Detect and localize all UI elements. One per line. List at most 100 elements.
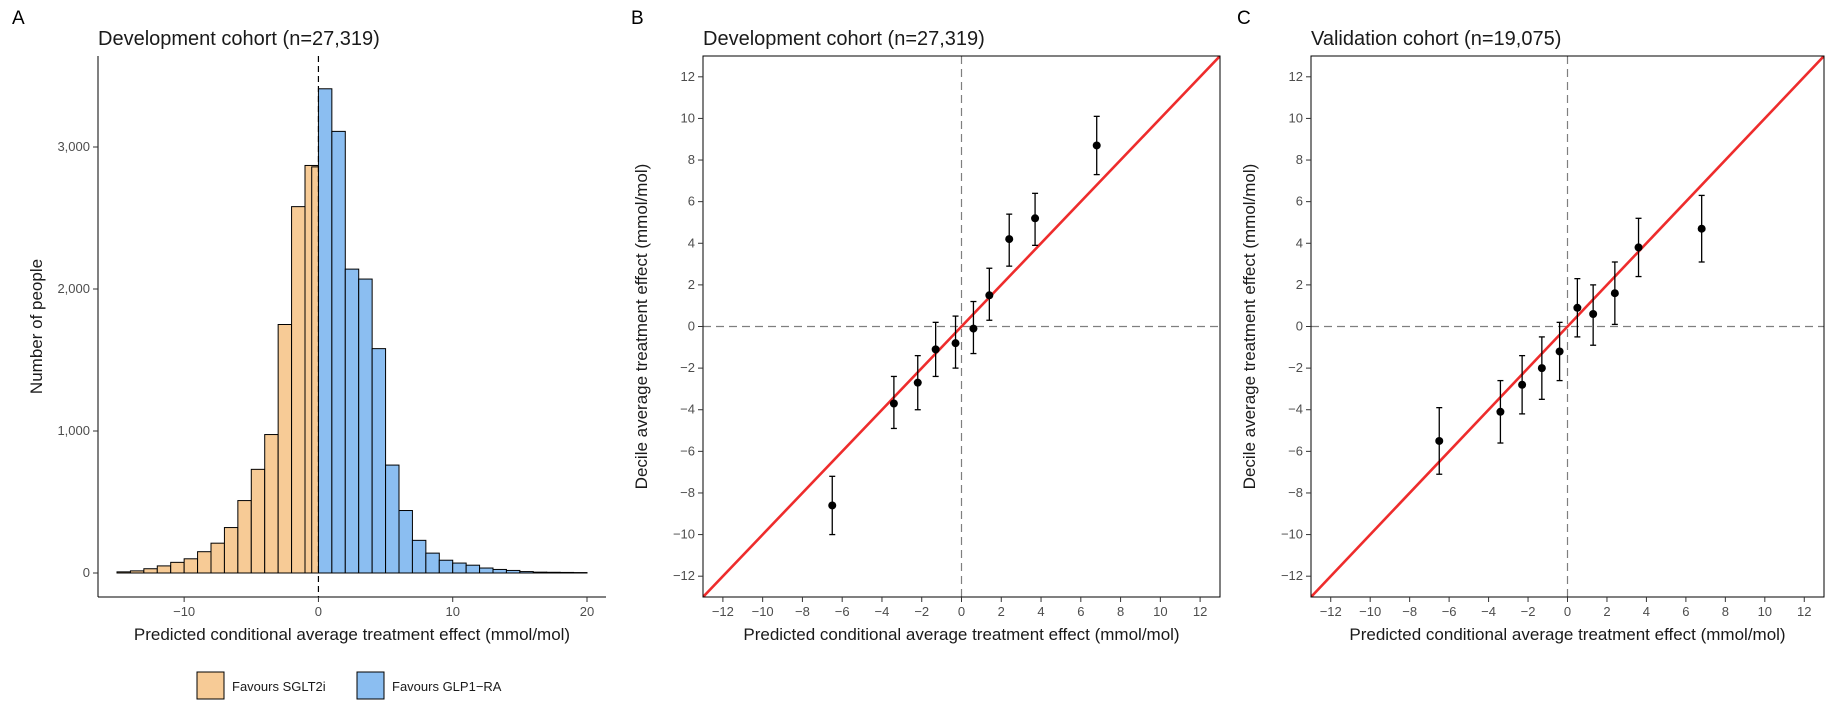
x-tick-label: 6: [1682, 604, 1689, 619]
data-point: [913, 378, 922, 387]
x-axis-label-b: Predicted conditional average treatment …: [743, 625, 1179, 644]
histogram-bar: [398, 510, 413, 574]
y-tick-label: −4: [680, 402, 695, 417]
identity-line: [1311, 56, 1824, 597]
x-tick-label: −10: [173, 604, 195, 619]
histogram-bar: [143, 568, 158, 574]
y-tick-label: 6: [688, 194, 695, 209]
data-point: [1518, 380, 1527, 389]
x-tick-label: 20: [580, 604, 594, 619]
x-tick-label: −12: [1320, 604, 1342, 619]
histogram-bar: [210, 542, 225, 574]
panel-a: A Development cohort (n=27,319) 0 1,000 2,00…: [12, 8, 606, 700]
histogram-bar: [479, 567, 494, 574]
identity-line: [703, 56, 1220, 597]
chart-title-a: Development cohort (n=27,319): [98, 28, 380, 50]
histogram-bar: [116, 571, 131, 574]
x-tick-label: −4: [1481, 604, 1496, 619]
y-tick-label: −12: [1281, 568, 1303, 583]
x-tick-label: −8: [1402, 604, 1417, 619]
x-tick-label: 10: [445, 604, 459, 619]
data-point: [931, 345, 940, 354]
x-tick-label: 10: [1758, 604, 1772, 619]
histogram-bar: [385, 464, 400, 574]
y-tick-label: −10: [673, 527, 695, 542]
y-tick-label: −12: [673, 568, 695, 583]
y-tick-label: −10: [1281, 527, 1303, 542]
histogram-bar: [170, 561, 185, 574]
panel-letter-b: B: [631, 8, 644, 29]
histogram-bar: [505, 569, 521, 574]
x-tick-label: −12: [712, 604, 734, 619]
y-tick-label: 10: [1289, 110, 1303, 125]
data-point: [1589, 310, 1598, 319]
legend-swatch: [356, 671, 385, 700]
x-tick-label: −10: [1359, 604, 1381, 619]
y-tick-label: −6: [1288, 443, 1303, 458]
data-point: [1496, 407, 1505, 416]
histogram-bar: [358, 278, 373, 574]
histogram-bar: [546, 571, 561, 574]
y-tick-label: −2: [1288, 360, 1303, 375]
x-tick-label: −2: [1521, 604, 1536, 619]
histogram-bar: [519, 571, 534, 574]
panel-c: C Validation cohort (n=19,075) −12 −12 −10 −1…: [1237, 8, 1825, 644]
y-tick-label: 2,000: [57, 281, 90, 296]
y-tick-label: 12: [681, 69, 695, 84]
x-tick-label: −4: [875, 604, 890, 619]
y-tick-label: 4: [688, 235, 695, 250]
panel-b: B Development cohort (n=27,319) −12 −12 −10 −…: [631, 8, 1221, 644]
data-point: [1610, 289, 1619, 298]
data-point: [1573, 303, 1582, 312]
y-tick-label: 2: [1296, 277, 1303, 292]
y-tick-label: 12: [1289, 69, 1303, 84]
histogram-bar: [452, 562, 467, 574]
x-tick-label: −10: [752, 604, 774, 619]
data-point: [1031, 214, 1040, 223]
histogram-bar: [425, 552, 440, 574]
y-tick-label: 3,000: [57, 139, 90, 154]
histogram-bar: [559, 571, 575, 574]
y-tick-label: 6: [1296, 194, 1303, 209]
y-tick-label: −6: [680, 443, 695, 458]
data-point: [969, 324, 978, 333]
y-tick-label: 0: [83, 565, 90, 580]
y-tick-label: 4: [1296, 235, 1303, 250]
histogram-bar: [465, 564, 481, 574]
histogram-bar: [331, 130, 346, 574]
y-tick-label: −8: [1288, 485, 1303, 500]
data-point: [1634, 243, 1643, 252]
chart-title-b: Development cohort (n=27,319): [703, 28, 985, 50]
x-tick-label: 0: [315, 604, 322, 619]
x-tick-label: 4: [1643, 604, 1650, 619]
y-tick-label: 1,000: [57, 423, 90, 438]
legend-label: Favours GLP1−RA: [392, 679, 502, 694]
histogram-bar: [264, 434, 279, 574]
data-point: [828, 501, 837, 510]
data-point: [1555, 347, 1564, 356]
data-point: [1005, 235, 1014, 244]
legend-label: Favours SGLT2i: [232, 679, 326, 694]
data-point: [1537, 364, 1546, 373]
histogram-bar: [291, 206, 306, 574]
histogram-bar: [129, 570, 145, 574]
data-point: [951, 339, 960, 348]
histogram-bar: [344, 268, 360, 574]
y-tick-label: −8: [680, 485, 695, 500]
y-axis-label-c: Decile average treatment effect (mmol/mo…: [1240, 164, 1259, 490]
y-axis-label-b: Decile average treatment effect (mmol/mo…: [632, 164, 651, 490]
histogram-bar: [183, 558, 199, 574]
histogram-bar: [317, 88, 333, 574]
x-tick-label: 12: [1193, 604, 1207, 619]
x-tick-label: 0: [958, 604, 965, 619]
histogram-bar: [277, 324, 293, 574]
x-tick-label: 12: [1797, 604, 1811, 619]
y-tick-label: −4: [1288, 402, 1303, 417]
histogram-bar: [532, 571, 548, 574]
x-axis-label-a: Predicted conditional average treatment …: [134, 625, 570, 644]
x-tick-label: 2: [998, 604, 1005, 619]
x-tick-label: 8: [1117, 604, 1124, 619]
x-tick-label: 8: [1722, 604, 1729, 619]
x-tick-label: 0: [1564, 604, 1571, 619]
